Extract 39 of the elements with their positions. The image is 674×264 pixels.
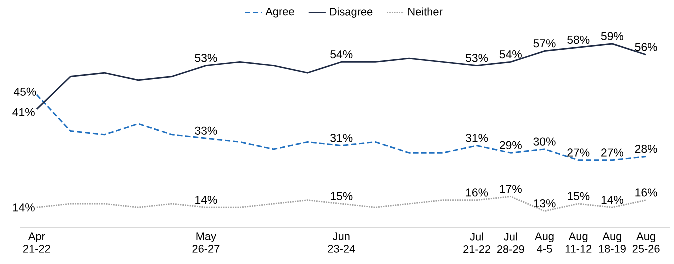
x-tick-label: Aug 18-19 xyxy=(599,232,626,253)
data-label: 57% xyxy=(534,40,556,48)
x-tick-label: May 26-27 xyxy=(192,232,220,253)
data-label: 17% xyxy=(500,185,522,194)
data-label: 16% xyxy=(466,188,488,197)
data-label: 54% xyxy=(500,50,522,59)
data-label: 15% xyxy=(331,192,353,200)
legend-label: Agree xyxy=(266,8,294,18)
data-label: 16% xyxy=(636,188,658,197)
data-label: 27% xyxy=(568,148,590,157)
x-tick-label: Aug 4-5 xyxy=(535,232,554,253)
data-label: 31% xyxy=(330,134,353,142)
data-label: 14% xyxy=(196,196,218,204)
data-label: 28% xyxy=(635,145,658,154)
legend-label: Neither xyxy=(408,8,443,16)
x-tick-label: Aug 11-12 xyxy=(566,232,592,253)
x-tick-label: Jul 21-22 xyxy=(464,232,490,254)
data-label: 14% xyxy=(13,204,35,212)
data-label: 53% xyxy=(195,54,218,62)
data-label: 33% xyxy=(195,126,218,135)
data-label: 56% xyxy=(635,43,658,52)
legend-label: Disagree xyxy=(330,8,373,18)
x-tick-label: Aug 25-26 xyxy=(632,232,660,253)
data-label: 30% xyxy=(534,138,556,146)
data-label: 59% xyxy=(601,32,624,40)
data-label: 15% xyxy=(568,192,590,200)
data-label: 29% xyxy=(500,141,522,150)
data-label: 14% xyxy=(602,196,624,204)
data-label: 27% xyxy=(602,148,624,157)
x-tick-label: Apr 21-22 xyxy=(23,232,50,253)
data-label: 41% xyxy=(12,108,35,116)
x-tick-label: Jun 23-24 xyxy=(328,232,356,253)
data-label: 13% xyxy=(534,200,556,208)
data-label: 54% xyxy=(330,50,353,59)
data-label: 53% xyxy=(466,54,488,62)
data-label: 45% xyxy=(14,88,36,96)
data-label: 31% xyxy=(466,134,488,142)
x-tick-label: Jul 28-29 xyxy=(497,232,524,254)
data-label: 58% xyxy=(568,36,590,44)
